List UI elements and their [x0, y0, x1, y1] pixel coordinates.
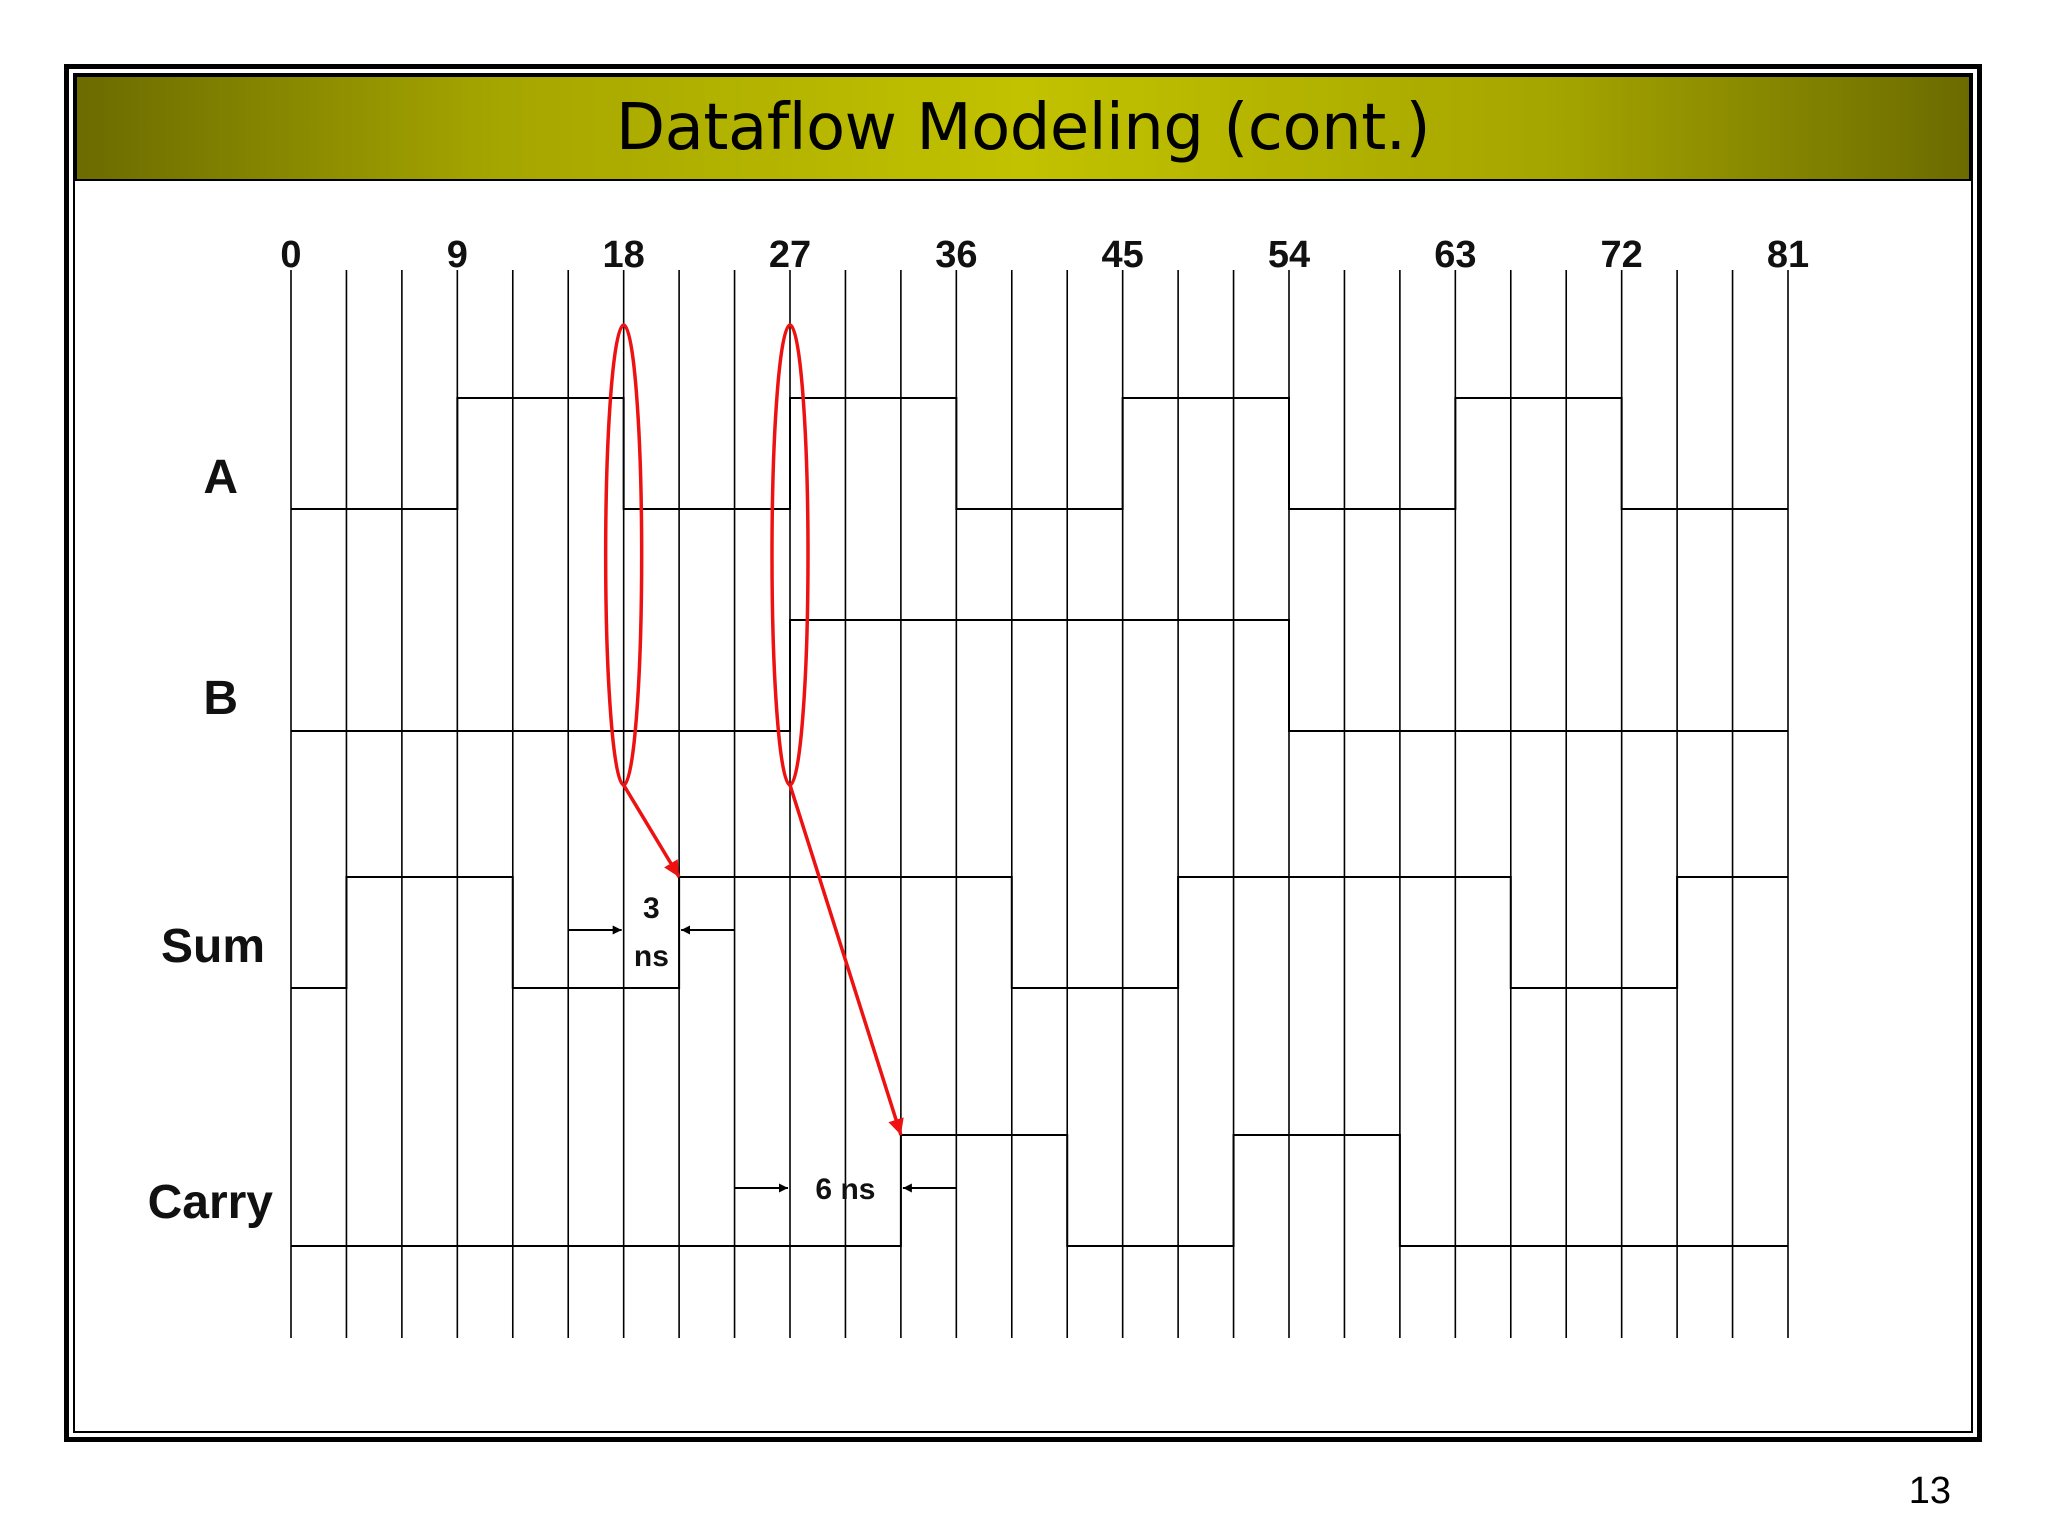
delay-annotation: 3 ns [568, 892, 735, 973]
causality-highlight [770, 323, 904, 1136]
delay-label: 3 [643, 892, 660, 925]
slide-frame: Dataflow Modeling (cont.) [64, 64, 1982, 1442]
tick-label: 63 [1434, 234, 1476, 276]
tick-label: 54 [1268, 234, 1310, 276]
delay-annotation: 6 ns [734, 1173, 957, 1206]
waveform-sum [291, 876, 1788, 989]
waveforms [291, 397, 1788, 1247]
signal-label-b: B [203, 672, 238, 725]
tick-label: 9 [447, 234, 468, 276]
highlight-arrow [622, 784, 681, 878]
slide-title: Dataflow Modeling (cont.) [615, 91, 1431, 165]
causality-highlights [603, 323, 904, 1136]
tick-label: 27 [769, 234, 811, 276]
tick-label: 45 [1102, 234, 1144, 276]
signal-label-sum: Sum [161, 920, 265, 973]
signal-labels: A B Sum Carry [148, 451, 274, 1229]
time-tick-labels: 0 9 18 27 36 45 54 63 72 81 [280, 234, 1809, 276]
tick-label: 18 [603, 234, 645, 276]
time-grid [290, 270, 1789, 1338]
title-bar: Dataflow Modeling (cont.) [75, 75, 1971, 181]
page-number: 13 [1908, 1470, 1951, 1512]
waveform-b [291, 619, 1788, 732]
slide-frame-inner-border [73, 73, 1973, 1433]
causality-highlight [603, 323, 681, 878]
signal-label-carry: Carry [148, 1176, 274, 1229]
delay-label: 6 ns [815, 1173, 875, 1206]
delay-label: ns [634, 940, 669, 973]
tick-label: 72 [1601, 234, 1643, 276]
waveform-a [291, 397, 1788, 510]
highlight-arrow [788, 784, 904, 1136]
tick-label: 81 [1767, 234, 1809, 276]
waveform-carry [291, 1134, 1788, 1247]
delay-annotations: 3 ns 6 ns [568, 892, 957, 1206]
tick-label: 0 [280, 234, 301, 276]
tick-label: 36 [935, 234, 977, 276]
signal-label-a: A [203, 451, 238, 504]
